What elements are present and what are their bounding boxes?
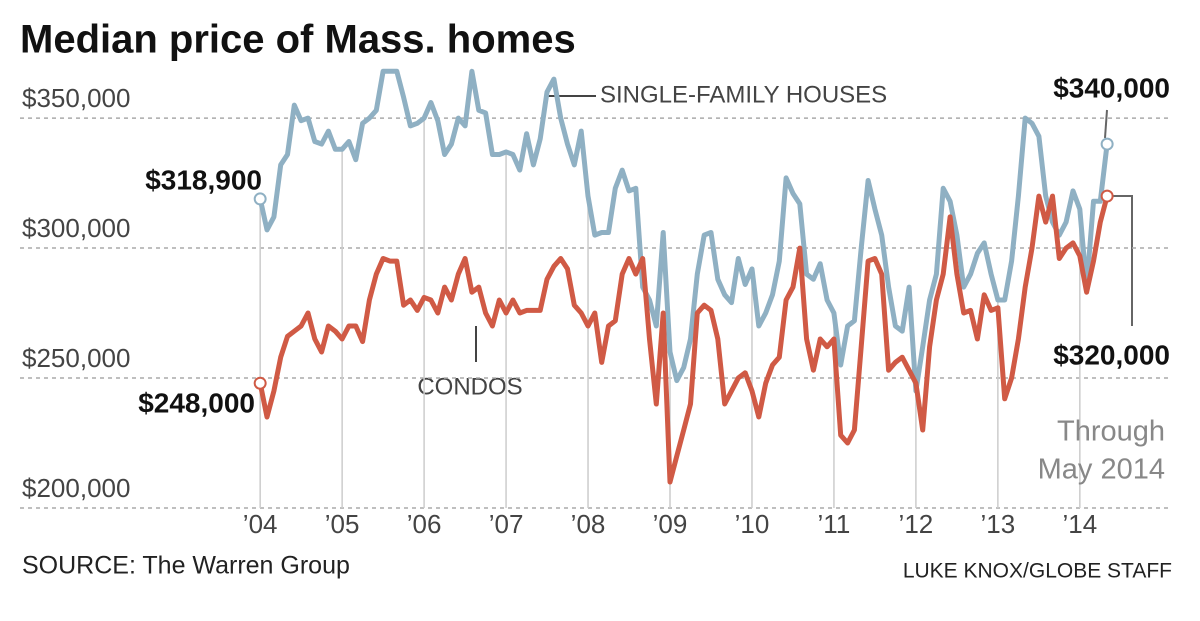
end-marker (253, 376, 267, 390)
x-tick-label: ’11 (818, 509, 851, 539)
x-tick-label: ’09 (653, 509, 688, 539)
annotation: $320,000 (1053, 339, 1170, 370)
annotation: May 2014 (1038, 454, 1165, 486)
x-tick-label: ’13 (981, 509, 1016, 539)
x-tick-label: ’06 (407, 509, 442, 539)
x-tick-label: ’12 (899, 509, 934, 539)
x-tick-label: ’07 (489, 509, 524, 539)
x-tick-label: ’08 (571, 509, 606, 539)
x-tick-label: ’05 (325, 509, 360, 539)
series-line (257, 68, 1110, 394)
y-tick-label: $350,000 (22, 83, 130, 113)
series-line (257, 193, 1110, 485)
credit: LUKE KNOX/GLOBE STAFF (903, 560, 1172, 583)
end-marker (1100, 137, 1114, 151)
annotation: $318,900 (145, 164, 262, 195)
source: SOURCE: The Warren Group (22, 552, 350, 580)
y-tick-label: $200,000 (22, 473, 130, 503)
y-tick-label: $250,000 (22, 343, 130, 373)
x-tick-label: ’14 (1062, 509, 1097, 539)
x-tick-label: ’04 (243, 509, 278, 539)
annotation: $248,000 (138, 387, 255, 418)
annotation: $340,000 (1053, 72, 1170, 103)
end-marker (253, 192, 267, 206)
annotation: Through (1057, 416, 1165, 448)
chart-title: Median price of Mass. homes (20, 18, 576, 62)
leader-line (1104, 109, 1108, 139)
end-marker (1100, 189, 1114, 203)
leader-line (1112, 195, 1133, 326)
series-label: SINGLE-FAMILY HOUSES (600, 81, 887, 108)
x-tick-label: ’10 (735, 509, 770, 539)
y-tick-label: $300,000 (22, 213, 130, 243)
